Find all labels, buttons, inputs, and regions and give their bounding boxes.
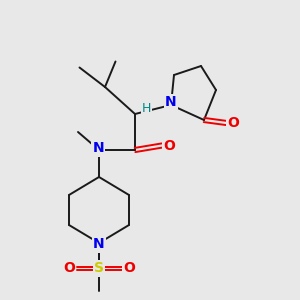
Text: N: N [165,95,177,109]
Text: O: O [123,262,135,275]
Text: O: O [63,262,75,275]
Text: S: S [94,262,104,275]
Text: O: O [227,116,239,130]
Text: O: O [164,139,175,152]
Text: H: H [142,102,151,115]
Text: N: N [93,142,104,155]
Text: N: N [93,238,105,251]
